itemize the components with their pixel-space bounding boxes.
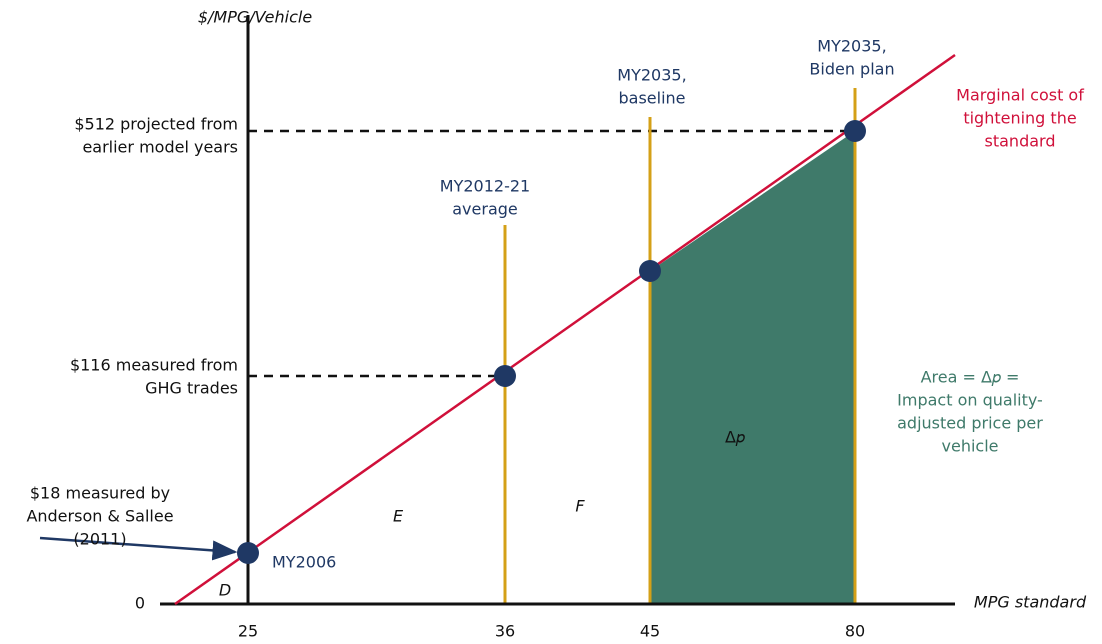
curve-label: Marginal cost of (956, 86, 1084, 105)
area-note: vehicle (942, 437, 999, 456)
x-tick: 80 (845, 622, 865, 641)
y-annotation: GHG trades (145, 379, 238, 398)
area-note: adjusted price per (897, 414, 1043, 433)
region-label: F (575, 497, 585, 516)
x-tick: 36 (495, 622, 515, 641)
point-label: baseline (618, 89, 685, 108)
points (237, 120, 866, 564)
y-annotation: (2011) (73, 530, 126, 549)
y-annotation: $512 projected from (74, 115, 238, 134)
region-label: E (393, 507, 404, 526)
vertical-lines (503, 88, 857, 604)
y-annotation: $116 measured from (70, 356, 238, 375)
x-tick: 25 (238, 622, 258, 641)
area-note: Impact on quality- (897, 391, 1043, 410)
origin-label: 0 (135, 594, 145, 613)
point-label: MY2006 (272, 553, 336, 572)
point-label: MY2012-21 (440, 177, 530, 196)
point-label: MY2035, (817, 37, 886, 56)
curve-label: tightening the (963, 109, 1076, 128)
region-label: D (219, 581, 231, 600)
region-label: Δ𝑝 (725, 428, 745, 447)
delta-area (650, 131, 855, 604)
point-label: average (452, 200, 518, 219)
y-annotation: Anderson & Sallee (26, 507, 173, 526)
point-label: MY2035, (617, 66, 686, 85)
x-title: MPG standard (974, 593, 1087, 612)
cost-line (174, 53, 956, 606)
y-annotation: earlier model years (82, 138, 238, 157)
x-tick: 45 (640, 622, 660, 641)
curve-label: standard (985, 132, 1056, 151)
area-note: Area = Δ𝑝 = (921, 368, 1020, 387)
y-annotation: $18 measured by (30, 484, 170, 503)
point-label: Biden plan (809, 60, 894, 79)
arrow (39, 536, 238, 561)
y-title: $/MPG/Vehicle (198, 8, 312, 27)
